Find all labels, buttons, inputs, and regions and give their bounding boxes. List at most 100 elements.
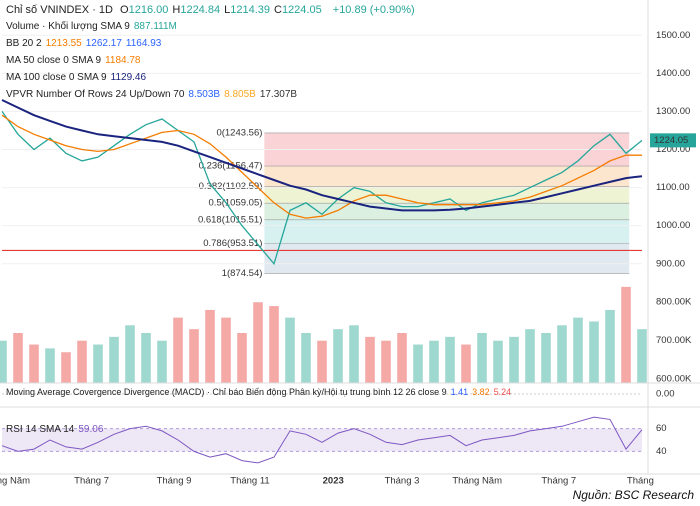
volume-bar [157, 340, 167, 383]
volume-bar [445, 336, 455, 383]
x-tick-label: Tháng 3 [385, 476, 420, 487]
volume-bar [461, 344, 471, 383]
x-tick-label: Tháng Năm [452, 476, 502, 487]
chart-title: Chỉ số VNINDEX · 1D [6, 4, 113, 16]
indicator-value: 1164.93 [125, 38, 162, 49]
volume-bar [253, 302, 263, 383]
ohlc-value: 1214.39 [230, 4, 270, 16]
ohlc-label: H [172, 4, 181, 16]
volume-bar [365, 336, 375, 383]
indicator-value: 1184.78 [105, 55, 141, 66]
volume-bar [109, 336, 119, 383]
macd-label: Moving Average Covergence Divergence (MA… [6, 387, 447, 397]
volume-bar [557, 325, 567, 383]
volume-tick-label: 600.00K [656, 374, 692, 385]
rsi-label: RSI 14 SMA 14 [6, 424, 75, 435]
x-tick-label: Tháng 9 [157, 476, 192, 487]
volume-bar [621, 286, 631, 383]
volume-bar [413, 344, 423, 383]
volume-bar [333, 329, 343, 383]
fib-zone [264, 203, 630, 220]
series-line [1, 99, 643, 212]
indicator-value: 8.503B [188, 89, 221, 100]
y-tick-label: 900.00 [656, 258, 685, 269]
rsi-line [1, 416, 643, 464]
indicator-value: 1262.17 [85, 38, 122, 49]
indicator-value: 1129.46 [110, 72, 147, 83]
fib-label: 0.618(1015.51) [198, 214, 262, 225]
macd-value: 1.41 [450, 387, 469, 397]
volume-bar [397, 333, 407, 383]
volume-bar [429, 340, 439, 383]
indicator: VPVR Number Of Rows 24 Up/Down 70 8.503B 8… [6, 89, 301, 100]
series-line [1, 114, 642, 219]
ohlc-label: C [273, 4, 282, 16]
volume-bar [45, 348, 55, 383]
indicator-value: 17.307B [259, 89, 298, 100]
source: Nguồn: BSC Research [572, 488, 694, 502]
rsi-value: 59.06 [78, 424, 104, 435]
volume-bar [573, 317, 583, 383]
fib-zone [264, 219, 630, 244]
x-tick-label: Tháng 7 [541, 476, 576, 487]
volume-bar [93, 344, 103, 383]
fib-label: 1(874.54) [222, 268, 263, 279]
macd-legend: Moving Average Covergence Divergence (MA… [6, 387, 519, 397]
fib-label: 0.236(1156.47) [199, 161, 263, 172]
volume-bar [349, 325, 359, 383]
volume-tick-label: 700.00K [656, 335, 692, 346]
volume-bar [301, 333, 311, 383]
macd-value: 5.24 [493, 387, 512, 397]
volume-bar [381, 340, 391, 383]
x-tick-label: Tháng 7 [74, 476, 109, 487]
volume-bar [269, 306, 279, 383]
volume-bar [637, 329, 647, 383]
price-tag-label: 1224.05 [654, 135, 688, 146]
indicator-value: 8.805B [224, 89, 256, 100]
volume-bar [317, 340, 327, 383]
ohlc-value: 1224.05 [281, 4, 322, 16]
y-tick-label: 1200.00 [656, 144, 690, 155]
x-tick-label: Tháng Năm [0, 476, 30, 487]
price-tag [650, 133, 696, 148]
volume-bar [141, 333, 151, 383]
volume-bar [509, 336, 519, 383]
indicator-name: VPVR Number Of Rows 24 Up/Down 70 [6, 89, 185, 100]
y-tick-label: 1300.00 [656, 106, 690, 117]
rsi-legend: RSI 14 SMA 14 59.06 [6, 424, 107, 435]
macd-tick-label: 0.00 [656, 389, 675, 400]
volume-bar [0, 340, 7, 383]
indicator-value: 1213.55 [45, 38, 82, 49]
volume-bar [221, 317, 231, 383]
volume-bar [525, 329, 535, 383]
volume-bar [61, 352, 71, 383]
rsi-tick-label: 60 [656, 423, 667, 434]
volume-bar [541, 333, 551, 383]
volume-bar [589, 321, 599, 383]
fib-label: 0.5(1059.05) [209, 198, 263, 209]
y-tick-label: 1100.00 [656, 182, 690, 193]
indicator-name: MA 100 close 0 SMA 9 [6, 72, 107, 83]
indicator-value: 887.111M [133, 21, 177, 32]
volume-bar [605, 309, 615, 383]
y-tick-label: 1400.00 [656, 68, 690, 79]
indicator: MA 50 close 0 SMA 9 1184.78 [6, 55, 144, 66]
volume-bar [13, 333, 23, 383]
fib-label: 0.786(953.51) [203, 238, 262, 249]
volume-tick-label: 800.00K [656, 297, 692, 308]
volume-bar [77, 340, 87, 383]
indicator-name: BB 20 2 [6, 38, 42, 49]
volume-bar [125, 325, 135, 383]
indicator-name: MA 50 close 0 SMA 9 [6, 55, 102, 66]
ohlc-value: 1216.00 [128, 4, 169, 16]
ohlc-label: L [224, 4, 231, 16]
ohlc-value: 1224.84 [180, 4, 221, 16]
rsi-tick-label: 40 [656, 446, 667, 457]
volume-bar [285, 317, 295, 383]
macd-value: 3.82 [472, 387, 490, 397]
change: +10.89 (+0.90%) [332, 4, 415, 16]
volume-bar [493, 340, 503, 383]
volume-bar [173, 317, 183, 383]
